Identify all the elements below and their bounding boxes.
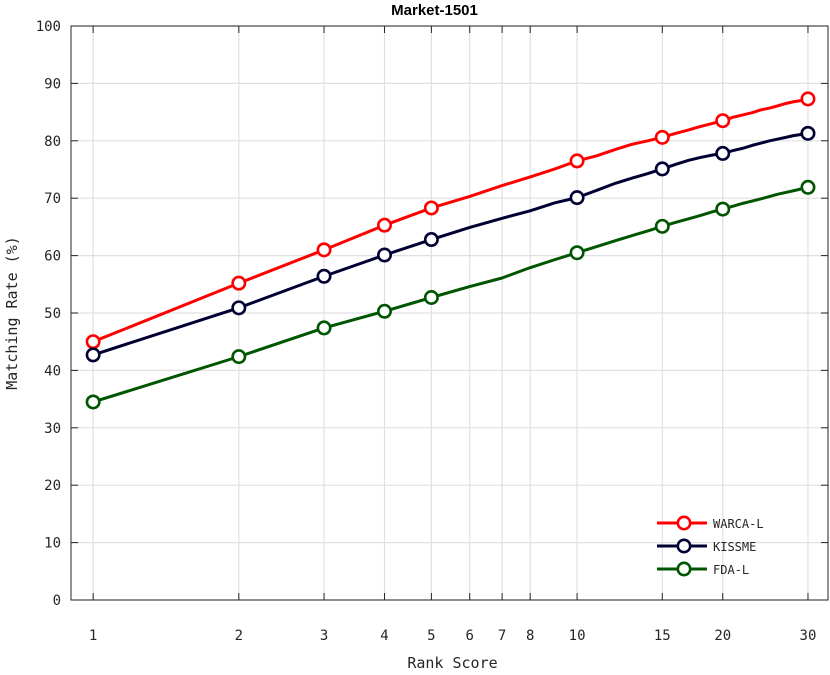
y-tick-label: 30 xyxy=(44,421,61,437)
x-tick-label: 6 xyxy=(465,628,473,644)
data-point xyxy=(85,347,101,363)
data-point xyxy=(715,201,731,217)
legend-marker xyxy=(676,538,692,554)
y-tick-label: 80 xyxy=(44,134,61,150)
data-point xyxy=(316,268,332,284)
series-kissme xyxy=(85,125,816,363)
legend-marker xyxy=(676,561,692,577)
data-point xyxy=(569,190,585,206)
legend-label: KISSME xyxy=(713,540,756,554)
x-tick-label: 4 xyxy=(380,628,388,644)
data-point xyxy=(231,300,247,316)
x-tick-label: 7 xyxy=(498,628,506,644)
x-tick-label: 10 xyxy=(569,628,586,644)
axis-ticks: 1 2 3 4 5 6 7 8 10 15 20 30 0 10 20 30 40 50 60 70 80 90 100 xyxy=(36,19,828,644)
data-point xyxy=(423,290,439,306)
data-point xyxy=(800,179,816,195)
data-point xyxy=(376,303,392,319)
legend-label: WARCA-L xyxy=(713,517,764,531)
legend: WARCA-L KISSME FDA-L xyxy=(657,515,764,577)
x-tick-label: 30 xyxy=(800,628,817,644)
x-tick-label: 3 xyxy=(320,628,328,644)
data-point xyxy=(85,394,101,410)
data-point xyxy=(715,113,731,129)
x-tick-label: 1 xyxy=(89,628,97,644)
data-point xyxy=(231,275,247,291)
y-tick-label: 90 xyxy=(44,76,61,92)
x-tick-label: 8 xyxy=(526,628,534,644)
y-tick-label: 40 xyxy=(44,363,61,379)
data-point xyxy=(316,242,332,258)
legend-item: FDA-L xyxy=(657,561,749,577)
legend-label: FDA-L xyxy=(713,563,749,577)
y-axis-label: Matching Rate (%) xyxy=(3,236,21,390)
x-tick-label: 15 xyxy=(654,628,671,644)
data-point xyxy=(316,320,332,336)
data-point xyxy=(715,145,731,161)
data-point xyxy=(569,153,585,169)
y-tick-label: 100 xyxy=(36,19,61,35)
legend-item: WARCA-L xyxy=(657,515,764,531)
data-point xyxy=(654,218,670,234)
y-tick-label: 10 xyxy=(44,536,61,552)
data-point xyxy=(654,129,670,145)
data-point xyxy=(800,91,816,107)
x-axis-label: Rank Score xyxy=(407,654,497,672)
data-point xyxy=(85,334,101,350)
data-point xyxy=(654,161,670,177)
x-tick-label: 5 xyxy=(427,628,435,644)
legend-item: KISSME xyxy=(657,538,756,554)
data-point xyxy=(376,217,392,233)
data-point xyxy=(423,232,439,248)
data-point xyxy=(376,247,392,263)
chart-title: Market-1501 xyxy=(391,2,478,19)
legend-marker xyxy=(676,515,692,531)
data-point xyxy=(569,245,585,261)
x-tick-label: 20 xyxy=(714,628,731,644)
y-tick-label: 20 xyxy=(44,478,61,494)
data-point xyxy=(800,125,816,141)
data-point xyxy=(423,200,439,216)
series-fda-l xyxy=(85,179,816,410)
y-tick-label: 70 xyxy=(44,191,61,207)
y-tick-label: 0 xyxy=(53,593,61,609)
series-warca-l xyxy=(85,91,816,350)
data-point xyxy=(231,349,247,365)
y-tick-label: 50 xyxy=(44,306,61,322)
series-lines xyxy=(85,91,816,410)
y-tick-label: 60 xyxy=(44,249,61,265)
x-tick-label: 2 xyxy=(235,628,243,644)
